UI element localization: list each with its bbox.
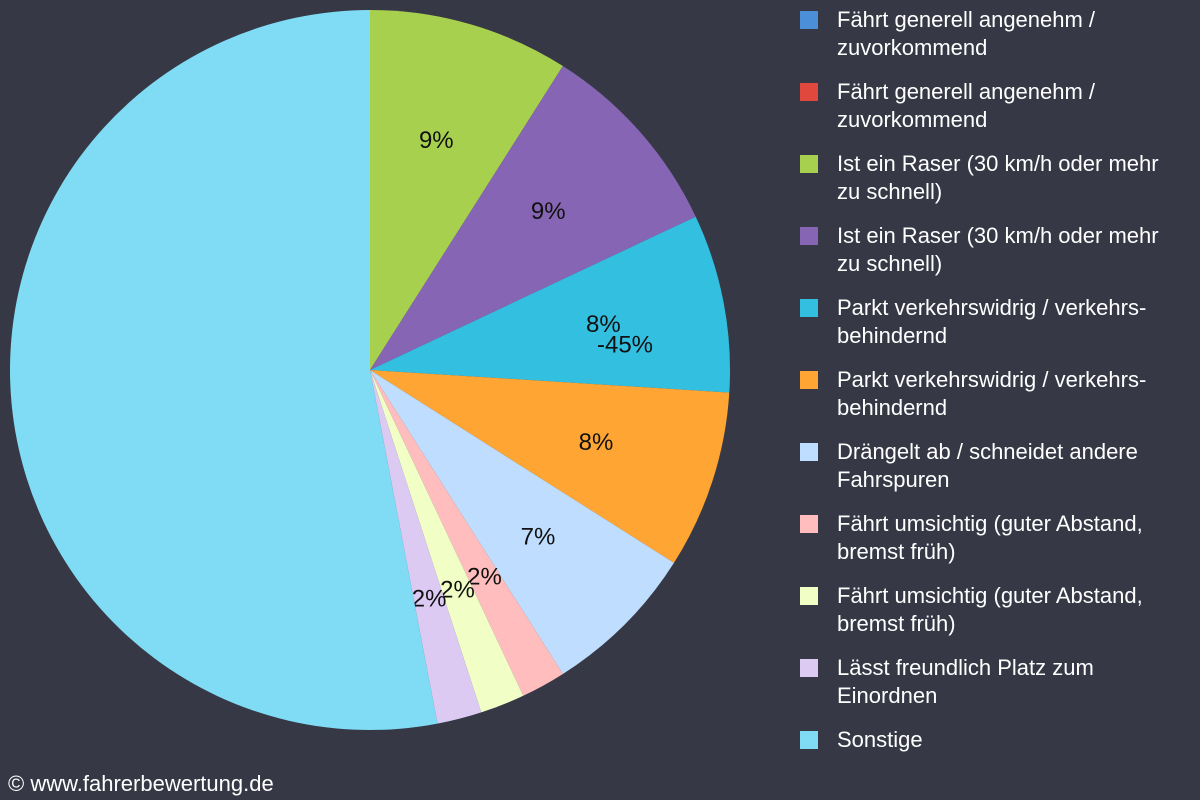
- legend-label: Sonstige: [837, 727, 923, 752]
- pie-slice: [10, 10, 438, 730]
- slice-label: 2%: [412, 585, 447, 612]
- legend-swatch: [800, 371, 818, 389]
- pie-slice: [370, 66, 696, 371]
- legend-swatch: [800, 659, 818, 677]
- pie-slice: [370, 370, 730, 563]
- legend-swatch: [800, 83, 818, 101]
- legend-label: Ist ein Raser (30 km/h oder mehr zu schn…: [837, 223, 1159, 276]
- legend-label: Drängelt ab / schneidet andere Fahrspure…: [837, 439, 1138, 492]
- legend-swatch: [800, 155, 818, 173]
- pie-slice: [370, 10, 563, 370]
- slice-label: 9%: [419, 127, 454, 154]
- legend-swatch: [800, 443, 818, 461]
- legend-label: Parkt verkehrswidrig / verkehrs-behinder…: [837, 367, 1147, 420]
- annotation: -45%: [597, 331, 653, 358]
- legend-swatch: [800, 515, 818, 533]
- legend-swatch: [800, 731, 818, 749]
- pie-slice: [370, 370, 482, 724]
- legend-swatch: [800, 11, 818, 29]
- slice-label: 2%: [467, 564, 502, 591]
- legend-label: Fährt generell angenehm / zuvorkommend: [837, 79, 1096, 132]
- legend-label: Lässt freundlich Platz zum Einordnen: [837, 655, 1094, 708]
- legend-label: Fährt umsichtig (guter Abstand, bremst f…: [837, 511, 1143, 564]
- legend-label: Parkt verkehrswidrig / verkehrs-behinder…: [837, 295, 1147, 348]
- legend-label: Fährt umsichtig (guter Abstand, bremst f…: [837, 583, 1143, 636]
- pie-chart: 9%9%8%8%7%2%2%2%-45%: [10, 10, 730, 730]
- legend-swatch: [800, 587, 818, 605]
- slice-label: 8%: [579, 429, 614, 456]
- footer: © www.fahrerbewertung.de: [8, 771, 274, 796]
- pie-slice: [370, 370, 563, 696]
- pie-slice: [370, 216, 730, 393]
- legend-swatch: [800, 299, 818, 317]
- legend-swatch: [800, 227, 818, 245]
- pie-slice: [370, 370, 524, 713]
- slice-label: 7%: [521, 523, 556, 550]
- pie-slice: [370, 370, 674, 674]
- slice-label: 9%: [531, 198, 566, 225]
- legend-label: Fährt generell angenehm / zuvorkommend: [837, 7, 1096, 60]
- slice-label: 2%: [440, 576, 475, 603]
- legend-label: Ist ein Raser (30 km/h oder mehr zu schn…: [837, 151, 1159, 204]
- slice-label: 8%: [586, 311, 621, 338]
